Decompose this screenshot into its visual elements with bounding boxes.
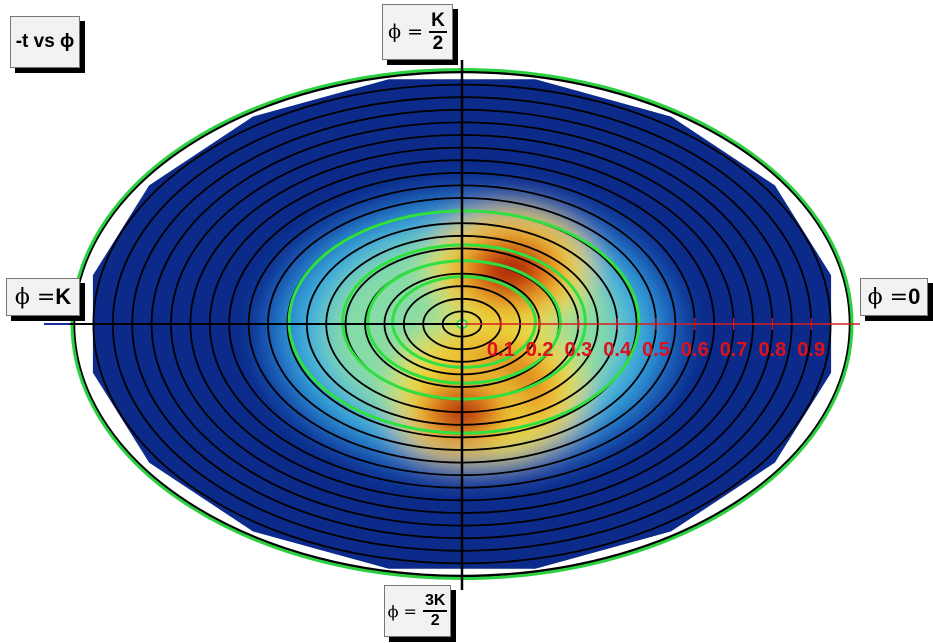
radial-axis-ticks: 0.1 0.2 0.3 0.4 0.5 0.6 0.7 0.8 0.9 <box>487 318 825 361</box>
fraction-bottom-denominator: 2 <box>430 612 440 629</box>
contour-4 <box>287 209 641 435</box>
radial-tick-label-7: 0.7 <box>720 339 748 361</box>
angle-label-left: ϕ = K <box>6 278 80 316</box>
contour-3 <box>341 243 587 401</box>
phi-prefix-right: ϕ = <box>867 284 909 310</box>
radial-tick-label-5: 0.5 <box>642 339 670 361</box>
fraction-top-denominator: 2 <box>432 33 444 54</box>
radial-tick-label-3: 0.3 <box>564 339 592 361</box>
fraction-bottom: 3K 2 <box>422 593 448 629</box>
fraction-top-numerator: K <box>429 10 447 33</box>
phi-prefix-top: ϕ = <box>388 21 424 43</box>
radial-tick-label-1: 0.1 <box>487 339 515 361</box>
angle-label-left-value: K <box>55 284 72 309</box>
phi-prefix-bottom: ϕ = <box>387 601 417 621</box>
angle-label-right-value: 0 <box>908 284 921 309</box>
fraction-top: K 2 <box>429 11 447 53</box>
phi-prefix-left: ϕ = <box>14 284 56 310</box>
fraction-bottom-numerator: 3K <box>422 593 448 612</box>
radial-tick-label-4: 0.4 <box>603 339 632 361</box>
contour-1 <box>391 275 537 369</box>
radial-tick-label-8: 0.8 <box>758 339 786 361</box>
radial-tick-label-6: 0.6 <box>681 339 709 361</box>
radial-tick-label-2: 0.2 <box>526 339 554 361</box>
angle-label-bottom: ϕ = 3K 2 <box>384 585 451 637</box>
radial-tick-label-9: 0.9 <box>797 339 825 361</box>
angle-label-right: ϕ = 0 <box>860 278 928 316</box>
chart-title: -t vs ϕ <box>15 31 75 52</box>
chart-title-box: -t vs ϕ <box>10 16 80 68</box>
contour-2 <box>366 259 562 385</box>
angle-label-top: ϕ = K 2 <box>382 4 453 60</box>
